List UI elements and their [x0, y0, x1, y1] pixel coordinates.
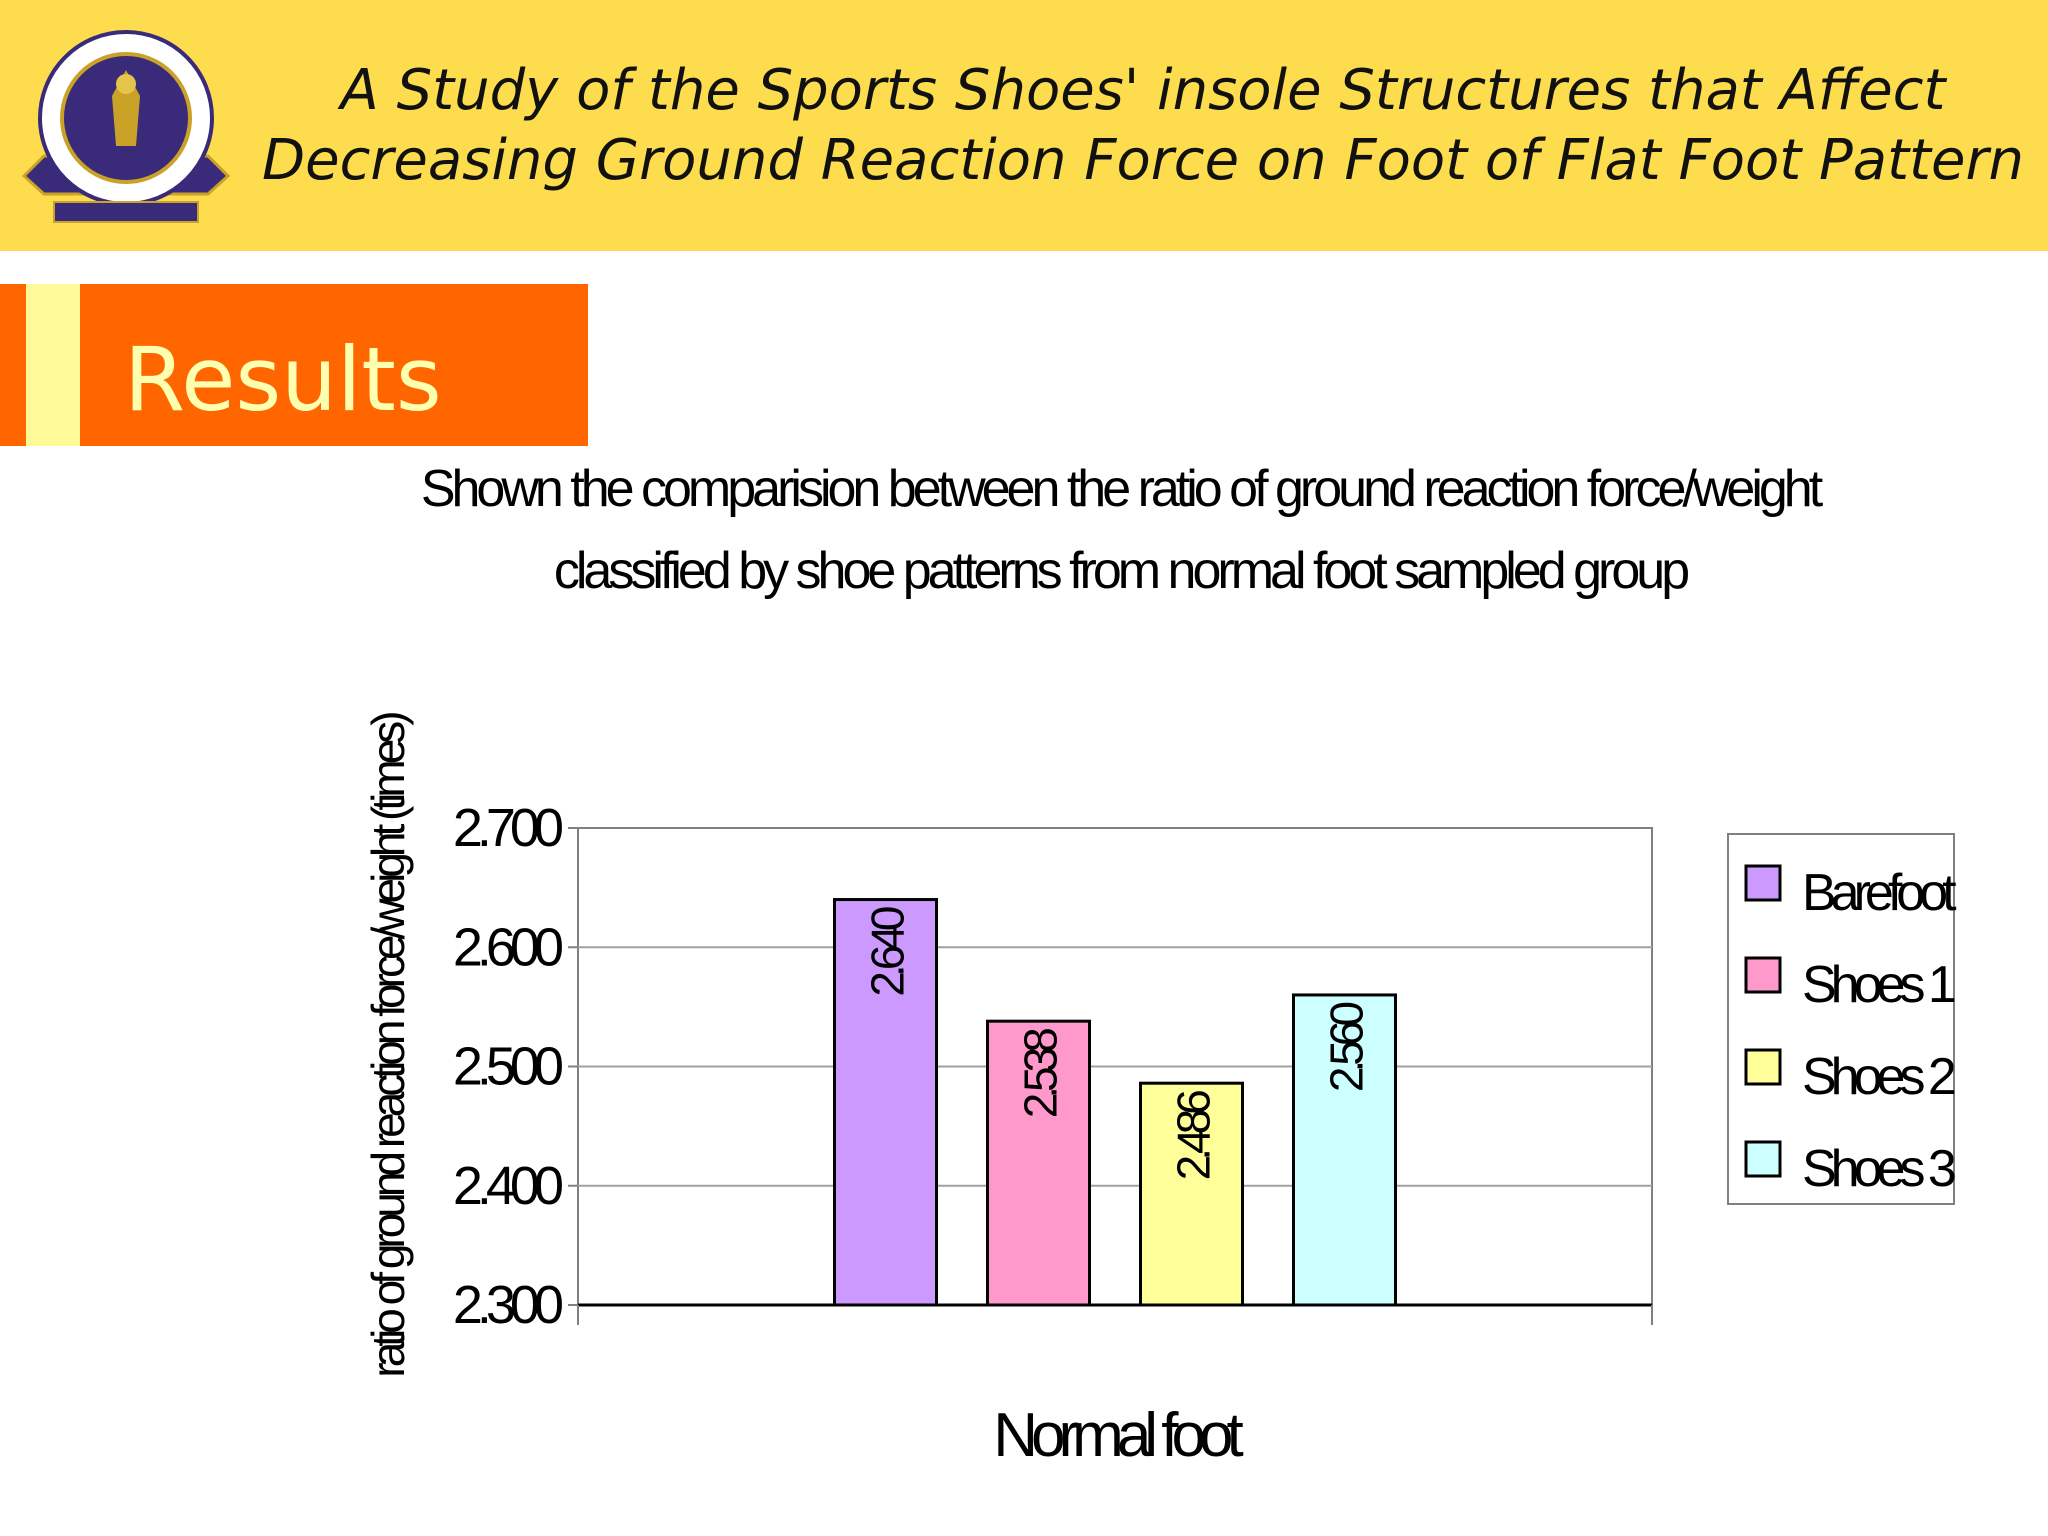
bar-data-label: 2.538 [1015, 1029, 1067, 1119]
legend-label: Shoes 3 [1802, 1140, 1955, 1198]
y-axis-label: ratio of ground reaction force/weight (t… [362, 713, 414, 1378]
bar-data-label: 2.640 [862, 907, 914, 997]
section-title-stripe [26, 284, 80, 446]
legend-label: Barefoot [1802, 864, 1957, 922]
chart-title: Shown the comparision between the ratio … [420, 460, 1823, 600]
header-banner [0, 0, 2048, 251]
university-emblem-logo [21, 30, 231, 223]
y-tick-label: 2.600 [453, 917, 562, 977]
section-title-bar [0, 284, 588, 446]
legend-label: Shoes 1 [1802, 956, 1955, 1014]
bar-shoes-1 [986, 1019, 1091, 1307]
bar-shoes-2 [1139, 1081, 1244, 1307]
y-tick-label: 2.400 [453, 1156, 562, 1216]
legend-swatch [1744, 1048, 1782, 1086]
bar-data-label: 2.560 [1321, 1003, 1373, 1093]
section-title: Results [124, 328, 442, 431]
presentation-title: A Study of the Sports Shoes' insole Stru… [262, 58, 2024, 193]
bar-data-label: 2.486 [1168, 1091, 1220, 1181]
bar-shoes-3 [1292, 993, 1397, 1307]
legend-swatch [1744, 956, 1782, 994]
y-tick-label: 2.700 [453, 798, 562, 858]
y-tick-label: 2.500 [453, 1037, 562, 1097]
x-axis-label: Normal foot [993, 1401, 1243, 1470]
legend-label: Shoes 2 [1802, 1048, 1955, 1106]
bar-barefoot [833, 898, 938, 1307]
y-tick-label: 2.300 [453, 1275, 562, 1335]
legend-swatch [1744, 864, 1782, 902]
legend-swatch [1744, 1140, 1782, 1178]
